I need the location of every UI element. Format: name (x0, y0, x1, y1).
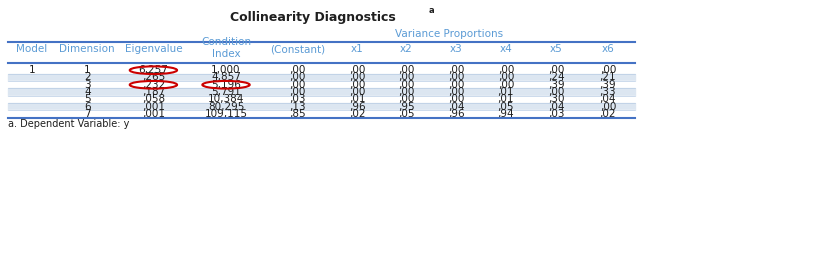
Text: ,00: ,00 (448, 80, 464, 90)
Text: ,00: ,00 (448, 87, 464, 97)
Text: ,05: ,05 (498, 102, 514, 112)
Text: ,01: ,01 (498, 94, 514, 104)
Text: ,96: ,96 (448, 109, 464, 119)
Text: ,00: ,00 (290, 72, 306, 83)
Text: ,00: ,00 (290, 65, 306, 75)
Text: ,05: ,05 (398, 109, 415, 119)
Text: 109,115: 109,115 (205, 109, 247, 119)
Text: a: a (429, 6, 434, 15)
Text: 10,384: 10,384 (208, 94, 244, 104)
Text: ,04: ,04 (448, 102, 464, 112)
Text: ,02: ,02 (600, 109, 616, 119)
Bar (8, 81, 635, 88)
Text: 5,791: 5,791 (211, 87, 241, 97)
Text: ,00: ,00 (398, 65, 415, 75)
Text: ,94: ,94 (498, 109, 514, 119)
Text: ,24: ,24 (548, 72, 565, 83)
Text: ,00: ,00 (600, 102, 616, 112)
Text: a. Dependent Variable: y: a. Dependent Variable: y (8, 119, 130, 129)
Text: 2: 2 (84, 72, 91, 83)
Text: 7: 7 (84, 109, 91, 119)
Text: ,00: ,00 (349, 65, 366, 75)
Text: ,00: ,00 (498, 72, 514, 83)
Text: ,30: ,30 (548, 94, 565, 104)
Text: 6: 6 (84, 102, 91, 112)
Text: 1: 1 (84, 65, 91, 75)
Text: ,058: ,058 (142, 94, 165, 104)
Text: ,39: ,39 (600, 80, 616, 90)
Text: x3: x3 (450, 44, 463, 54)
Text: x4: x4 (499, 44, 512, 54)
Text: ,00: ,00 (600, 65, 616, 75)
Text: 80,295: 80,295 (208, 102, 244, 112)
Text: ,00: ,00 (498, 65, 514, 75)
Text: x5: x5 (550, 44, 563, 54)
Text: ,00: ,00 (448, 94, 464, 104)
Text: Dimension: Dimension (60, 44, 115, 54)
Text: ,02: ,02 (349, 109, 366, 119)
Text: ,21: ,21 (600, 72, 616, 83)
Text: 1,000: 1,000 (211, 65, 241, 75)
Text: ,13: ,13 (290, 102, 306, 112)
Text: ,00: ,00 (498, 80, 514, 90)
Text: ,00: ,00 (398, 94, 415, 104)
Text: ,03: ,03 (290, 94, 306, 104)
Text: ,00: ,00 (398, 80, 415, 90)
Text: ,01: ,01 (349, 94, 366, 104)
Text: 1: 1 (29, 65, 35, 75)
Text: ,00: ,00 (448, 72, 464, 83)
Text: ,00: ,00 (398, 72, 415, 83)
Text: ,265: ,265 (142, 72, 165, 83)
Text: ,00: ,00 (349, 80, 366, 90)
Text: ,001: ,001 (142, 102, 165, 112)
Text: Variance Proportions: Variance Proportions (395, 29, 503, 39)
Text: 5: 5 (84, 94, 91, 104)
Text: 6,257: 6,257 (139, 65, 168, 75)
Text: ,39: ,39 (548, 80, 565, 90)
Text: ,01: ,01 (498, 87, 514, 97)
Text: ,00: ,00 (349, 87, 366, 97)
Text: x1: x1 (351, 44, 364, 54)
Text: 5,196: 5,196 (211, 80, 241, 90)
Bar (8, 66, 635, 74)
Text: ,00: ,00 (349, 72, 366, 83)
Bar (8, 103, 635, 110)
Bar (8, 110, 635, 118)
Text: Collinearity Diagnostics: Collinearity Diagnostics (230, 11, 397, 24)
Text: ,00: ,00 (290, 80, 306, 90)
Text: ,00: ,00 (548, 87, 565, 97)
Text: Model: Model (16, 44, 47, 54)
Text: x2: x2 (400, 44, 413, 54)
Text: ,00: ,00 (548, 65, 565, 75)
Text: ,96: ,96 (349, 102, 366, 112)
Text: ,00: ,00 (398, 87, 415, 97)
Text: x6: x6 (601, 44, 614, 54)
Text: ,03: ,03 (548, 109, 565, 119)
Text: 3: 3 (84, 80, 91, 90)
Text: ,04: ,04 (548, 102, 565, 112)
Bar (8, 96, 635, 103)
Bar (8, 88, 635, 96)
Text: ,95: ,95 (398, 102, 415, 112)
Text: (Constant): (Constant) (270, 44, 326, 54)
Text: ,187: ,187 (142, 87, 165, 97)
Text: ,232: ,232 (142, 80, 165, 90)
Text: ,001: ,001 (142, 109, 165, 119)
Text: ,85: ,85 (290, 109, 306, 119)
Text: 4: 4 (84, 87, 91, 97)
Bar (8, 74, 635, 81)
Text: 4,857: 4,857 (211, 72, 241, 83)
Text: ,00: ,00 (448, 65, 464, 75)
Text: ,04: ,04 (600, 94, 616, 104)
Text: ,33: ,33 (600, 87, 616, 97)
Text: Condition
Index: Condition Index (201, 37, 251, 59)
Text: Eigenvalue: Eigenvalue (125, 44, 182, 54)
Text: ,00: ,00 (290, 87, 306, 97)
